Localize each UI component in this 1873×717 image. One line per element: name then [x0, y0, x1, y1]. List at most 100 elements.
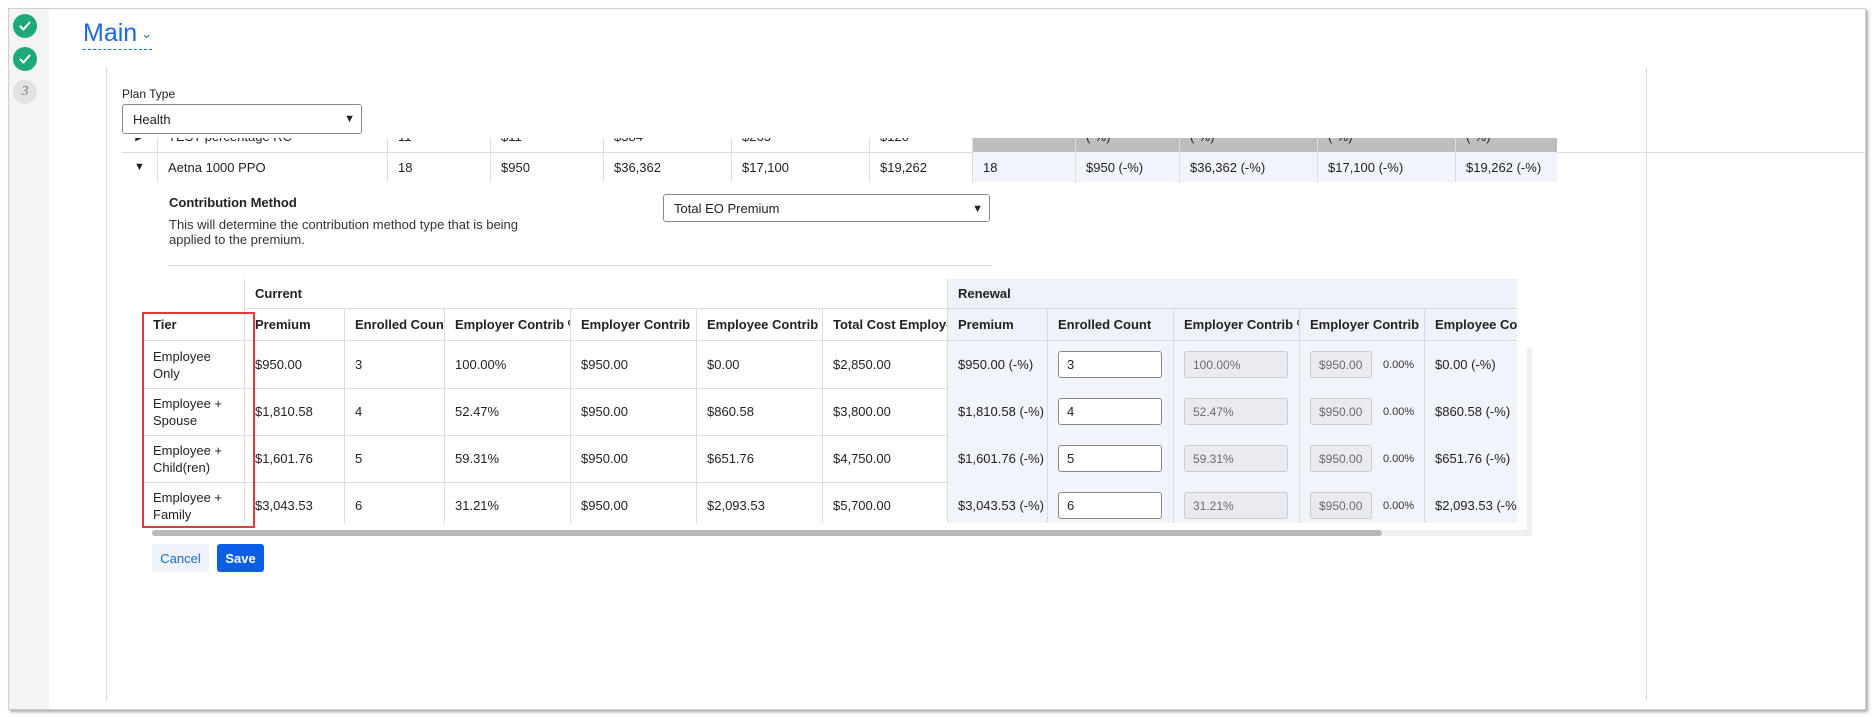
step-3[interactable]: 3 — [13, 80, 37, 104]
table-cell: 18 — [387, 152, 490, 182]
employer-contrib-field: $950.00 — [1310, 492, 1372, 519]
plan-type-select[interactable]: Health ▼ — [122, 104, 362, 134]
total-cost-cell: $2,850.00 — [822, 341, 947, 388]
step-2-complete[interactable] — [13, 47, 37, 71]
plans-table: ▶ TEST percentage RC 11 $11 $384 $263 $1… — [122, 138, 1865, 182]
table-row-expanded[interactable]: ▼ Aetna 1000 PPO 18 $950 $36,362 $17,100… — [122, 152, 1865, 182]
premium-cell: $1,810.58 — [244, 388, 344, 435]
table-cell: $384 — [603, 138, 731, 152]
table-cell: $120 — [869, 138, 972, 152]
table-cell: $11 — [490, 138, 603, 152]
col-header-enrolled: Enrolled Count — [344, 309, 444, 340]
enrolled-count-input[interactable]: 3 — [1058, 351, 1162, 378]
renewal-premium-cell: $1,601.76 (-%) — [947, 435, 1047, 482]
step-3-label: 3 — [21, 84, 29, 99]
table-cell: $36,362 — [603, 152, 731, 182]
page-title-dropdown[interactable]: Main ⌄ — [83, 19, 153, 51]
col-header-renewal-er-contrib: Employer Contrib — [1299, 309, 1424, 340]
table-cell: $950 (-%) — [1075, 152, 1179, 182]
renewal-er-contrib-cell: $950.00 0.00% — [1299, 435, 1424, 482]
group-header-renewal: Renewal — [947, 279, 1517, 309]
er-pct-cell: 31.21% — [444, 482, 570, 523]
renewal-er-pct-cell: 100.00% — [1173, 341, 1299, 388]
table-row: Employee + Spouse $1,810.58 4 52.47% $950.00… — [143, 388, 1517, 436]
renewal-premium-cell: $1,810.58 (-%) — [947, 388, 1047, 435]
renewal-er-contrib-cell: $950.00 0.00% — [1299, 388, 1424, 435]
contribution-method-select[interactable]: Total EO Premium ▼ — [663, 194, 990, 222]
total-cost-cell: $5,700.00 — [822, 482, 947, 523]
renewal-ee-contrib-cell: $0.00 (-%) — [1424, 341, 1517, 388]
expand-row-icon[interactable]: ▶ — [122, 138, 157, 152]
renewal-enrolled-cell: 5 — [1047, 435, 1173, 482]
table-cell: (-%) — [1317, 138, 1455, 152]
table-cell: 11 — [387, 138, 490, 152]
renewal-premium-cell: $950.00 (-%) — [947, 341, 1047, 388]
er-contrib-cell: $950.00 — [570, 341, 696, 388]
column-header-row: Tier Premium Enrolled Count Employer Con… — [143, 309, 1517, 341]
col-header-er-pct: Employer Contrib % — [444, 309, 570, 340]
ee-contrib-cell: $2,093.53 — [696, 482, 822, 523]
horizontal-scrollbar-thumb[interactable] — [152, 530, 1382, 536]
renewal-enrolled-cell: 4 — [1047, 388, 1173, 435]
total-cost-cell: $3,800.00 — [822, 388, 947, 435]
employer-contrib-pct-field: 31.21% — [1184, 492, 1288, 519]
col-header-ee-contrib: Employee Contrib — [696, 309, 822, 340]
table-row: Employee + Family $3,043.53 6 31.21% $950.00… — [143, 482, 1517, 523]
renewal-er-pct-cell: 59.31% — [1173, 435, 1299, 482]
vertical-scrollbar[interactable] — [1527, 347, 1532, 535]
table-cell: 18 — [972, 152, 1075, 182]
plan-name: Aetna 1000 PPO — [157, 152, 387, 182]
table-cell — [972, 138, 1075, 152]
ee-contrib-cell: $0.00 — [696, 341, 822, 388]
enrolled-cell: 3 — [344, 341, 444, 388]
collapse-row-icon[interactable]: ▼ — [134, 161, 145, 173]
contribution-method-value: Total EO Premium — [674, 200, 780, 216]
enrolled-cell: 5 — [344, 435, 444, 482]
er-contrib-cell: $950.00 — [570, 388, 696, 435]
table-row[interactable]: ▶ TEST percentage RC 11 $11 $384 $263 $1… — [122, 138, 1865, 153]
group-header-current: Current — [244, 279, 947, 309]
table-cell: $17,100 (-%) — [1317, 152, 1455, 182]
employer-contrib-pct-note: 0.00% — [1383, 452, 1415, 465]
cancel-button[interactable]: Cancel — [152, 544, 209, 572]
table-cell: $17,100 — [731, 152, 869, 182]
chevron-down-icon: ▼ — [344, 113, 355, 125]
enrolled-count-input[interactable]: 6 — [1058, 492, 1162, 519]
step-sidebar: 3 — [9, 9, 49, 709]
premium-cell: $3,043.53 — [244, 482, 344, 523]
check-icon — [19, 54, 31, 64]
step-1-complete[interactable] — [13, 14, 37, 38]
er-contrib-cell: $950.00 — [570, 482, 696, 523]
enrolled-count-input[interactable]: 5 — [1058, 445, 1162, 472]
tier-cell: Employee Only — [153, 348, 211, 381]
renewal-er-pct-cell: 31.21% — [1173, 482, 1299, 523]
table-cell: (-%) — [1455, 138, 1557, 152]
renewal-er-contrib-cell: $950.00 0.00% — [1299, 341, 1424, 388]
renewal-ee-contrib-cell: $860.58 (-%) — [1424, 388, 1517, 435]
section-divider — [169, 265, 991, 266]
col-header-renewal-premium: Premium — [947, 309, 1047, 340]
premium-cell: $1,601.76 — [244, 435, 344, 482]
enrolled-count-input[interactable]: 4 — [1058, 398, 1162, 425]
col-header-premium: Premium — [244, 309, 344, 340]
col-header-renewal-ee-contrib: Employee Contrib — [1424, 309, 1517, 340]
chevron-down-icon: ▼ — [972, 203, 983, 215]
save-button[interactable]: Save — [217, 544, 264, 572]
col-header-renewal-enrolled: Enrolled Count — [1047, 309, 1173, 340]
table-cell: (-%) — [1179, 138, 1317, 152]
renewal-er-contrib-cell: $950.00 0.00% — [1299, 482, 1424, 523]
employer-contrib-pct-field: 100.00% — [1184, 351, 1288, 378]
employer-contrib-field: $950.00 — [1310, 398, 1372, 425]
er-pct-cell: 59.31% — [444, 435, 570, 482]
ee-contrib-cell: $860.58 — [696, 388, 822, 435]
renewal-enrolled-cell: 6 — [1047, 482, 1173, 523]
er-pct-cell: 100.00% — [444, 341, 570, 388]
panel-divider — [1646, 67, 1647, 701]
plan-type-value: Health — [133, 111, 171, 127]
col-header-er-contrib: Employer Contrib — [570, 309, 696, 340]
table-cell: $19,262 — [869, 152, 972, 182]
employer-contrib-field: $950.00 — [1310, 351, 1372, 378]
employer-contrib-pct-note: 0.00% — [1383, 499, 1415, 512]
employer-contrib-pct-note: 0.00% — [1383, 358, 1415, 371]
er-pct-cell: 52.47% — [444, 388, 570, 435]
